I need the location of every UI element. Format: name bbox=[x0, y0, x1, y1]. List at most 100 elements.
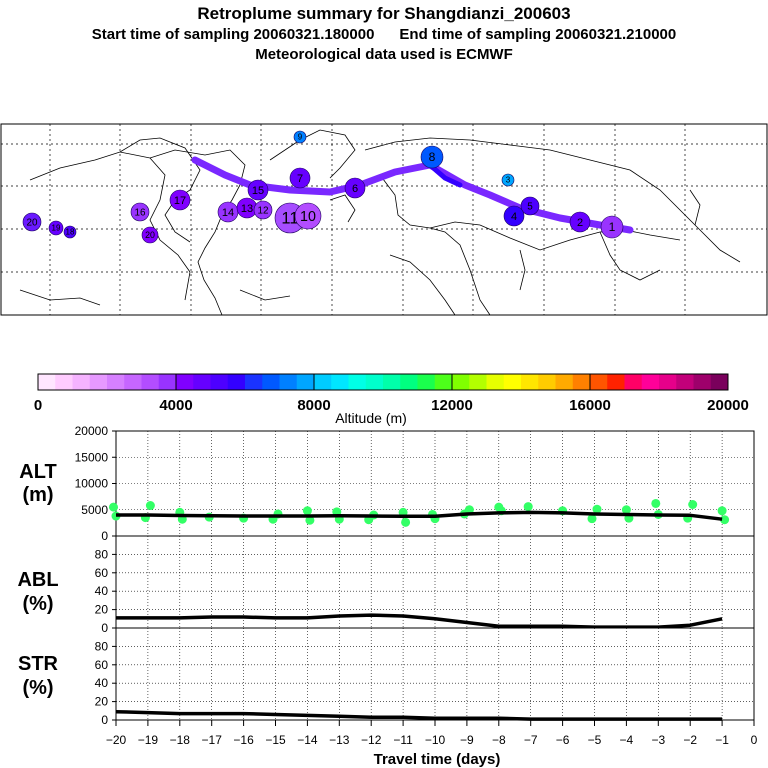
colorbar-swatch bbox=[38, 374, 56, 390]
colorbar-swatch bbox=[417, 374, 436, 390]
x-tick-label: −19 bbox=[138, 733, 159, 747]
abl-series-line bbox=[116, 613, 723, 629]
altitude-scatter-point bbox=[720, 515, 730, 525]
colorbar-swatch bbox=[693, 374, 712, 390]
x-axis-label: Travel time (days) bbox=[374, 751, 501, 768]
colorbar-swatch bbox=[158, 374, 177, 390]
altitude-scatter-point bbox=[145, 501, 155, 511]
x-tick-label: −13 bbox=[329, 733, 350, 747]
alt-panel: 0 5000 10000 15000 20000 bbox=[75, 424, 755, 543]
x-tick-label: −18 bbox=[170, 733, 191, 747]
colorbar-label: Altitude (m) bbox=[335, 410, 407, 426]
colorbar-swatch bbox=[659, 374, 677, 390]
trajectory-marker bbox=[420, 145, 444, 169]
x-tick-label: −2 bbox=[683, 733, 697, 747]
trajectory-marker-label: 15 bbox=[252, 185, 264, 197]
y-tick-label: 0 bbox=[101, 713, 108, 727]
x-tick-label: −8 bbox=[492, 733, 506, 747]
trajectory-marker-label: 13 bbox=[241, 203, 253, 215]
colorbar-swatch bbox=[590, 374, 608, 390]
trajectory-marker bbox=[600, 215, 624, 239]
colorbar-swatch bbox=[365, 374, 384, 390]
trajectory-marker bbox=[253, 200, 273, 220]
colorbar-swatch bbox=[469, 374, 487, 390]
colorbar-swatch bbox=[434, 374, 453, 390]
chart-title: Retroplume summary for Shangdianzi_20060… bbox=[197, 4, 571, 23]
colorbar-swatch bbox=[314, 374, 332, 390]
x-tick-label: −10 bbox=[425, 733, 446, 747]
y-tick-label: 80 bbox=[95, 639, 109, 653]
colorbar-swatch bbox=[193, 374, 211, 390]
colorbar-tick-label: 16000 bbox=[569, 397, 611, 414]
trajectory-marker-label: 7 bbox=[297, 173, 303, 185]
trajectory-marker-label: 20 bbox=[145, 230, 155, 240]
y-tick-label: 20000 bbox=[75, 424, 109, 438]
trajectory-marker-label: 20 bbox=[27, 217, 38, 228]
altitude-scatter-point bbox=[305, 515, 315, 525]
colorbar-tick-label: 8000 bbox=[297, 397, 330, 414]
x-tick-label: −20 bbox=[106, 733, 127, 747]
colorbar-swatch bbox=[89, 374, 108, 390]
colorbar-swatch bbox=[521, 374, 539, 390]
str-panel-unit: (%) bbox=[22, 677, 53, 699]
colorbar-swatch bbox=[400, 374, 418, 390]
colorbar-swatch bbox=[262, 374, 280, 390]
colorbar-swatch bbox=[641, 374, 660, 390]
trajectory-marker bbox=[63, 225, 77, 239]
str-panel: 0 20 40 60 80 bbox=[95, 627, 755, 727]
map-markers: 20 20 19 18 17 16 15 14 13 12 11 10 9 8 7 6 54 3 2 1 bbox=[22, 130, 624, 244]
trajectory-marker bbox=[130, 202, 150, 222]
altitude-scatter-point bbox=[523, 502, 533, 512]
altitude-scatter-point bbox=[621, 505, 631, 515]
trajectory-marker-label: 4 bbox=[511, 211, 517, 223]
colorbar-swatch bbox=[348, 374, 367, 390]
trajectory-marker-label: 14 bbox=[222, 207, 234, 219]
trajectory-marker-label: 6 bbox=[352, 183, 358, 195]
altitude-colorbar: 0 4000 8000 12000 16000 20000 Altitude (m) bbox=[34, 373, 749, 426]
colorbar-swatch bbox=[72, 374, 91, 390]
trajectory-marker bbox=[289, 167, 311, 189]
trajectory-marker-label: 17 bbox=[174, 195, 186, 207]
trajectory-marker-label: 9 bbox=[298, 132, 303, 141]
altitude-scatter-point bbox=[401, 517, 411, 527]
colorbar-swatch bbox=[486, 374, 505, 390]
y-tick-label: 40 bbox=[95, 676, 109, 690]
trajectory-marker bbox=[169, 189, 191, 211]
colorbar-swatch bbox=[279, 374, 298, 390]
colorbar-swatch bbox=[452, 374, 470, 390]
x-tick-label: −17 bbox=[202, 733, 223, 747]
colorbar-swatch bbox=[107, 374, 125, 390]
str-panel-label: STR bbox=[18, 653, 59, 675]
met-data-note: Meteorological data used is ECMWF bbox=[255, 46, 513, 63]
sampling-times: Start time of sampling 20060321.180000 E… bbox=[91, 26, 677, 43]
y-tick-label: 40 bbox=[95, 584, 109, 598]
abl-panel: 0 20 40 60 80 bbox=[95, 535, 755, 635]
x-tick-label: −4 bbox=[620, 733, 634, 747]
trajectory-marker-label: 19 bbox=[52, 224, 61, 233]
abl-panel-label: ABL bbox=[17, 569, 58, 591]
colorbar-swatch bbox=[710, 374, 729, 390]
trajectory-marker-label: 8 bbox=[429, 150, 436, 164]
y-tick-label: 5000 bbox=[81, 503, 108, 517]
y-tick-label: 20 bbox=[95, 695, 109, 709]
trajectory-marker bbox=[48, 220, 64, 236]
colorbar-swatch bbox=[296, 374, 315, 390]
trajectory-marker-label: 12 bbox=[258, 205, 269, 216]
colorbar-swatch bbox=[383, 374, 401, 390]
trajectory-marker bbox=[501, 173, 515, 187]
trajectory-marker bbox=[503, 205, 525, 227]
y-tick-label: 20 bbox=[95, 603, 109, 617]
colorbar-tick-label: 4000 bbox=[159, 397, 192, 414]
trajectory-marker bbox=[293, 130, 307, 144]
trajectory-marker-label: 3 bbox=[506, 175, 511, 184]
colorbar-swatch bbox=[572, 374, 591, 390]
abl-panel-unit: (%) bbox=[22, 593, 53, 615]
colorbar-swatch bbox=[227, 374, 246, 390]
x-tick-label: −12 bbox=[361, 733, 382, 747]
trajectory-marker bbox=[141, 226, 159, 244]
map-panel: 20 20 19 18 17 16 15 14 13 12 11 10 9 8 7 6 54 3 2 1 bbox=[0, 123, 768, 316]
altitude-scatter-point bbox=[651, 498, 661, 508]
x-tick-label: −15 bbox=[265, 733, 286, 747]
x-tick-label: −1 bbox=[715, 733, 729, 747]
